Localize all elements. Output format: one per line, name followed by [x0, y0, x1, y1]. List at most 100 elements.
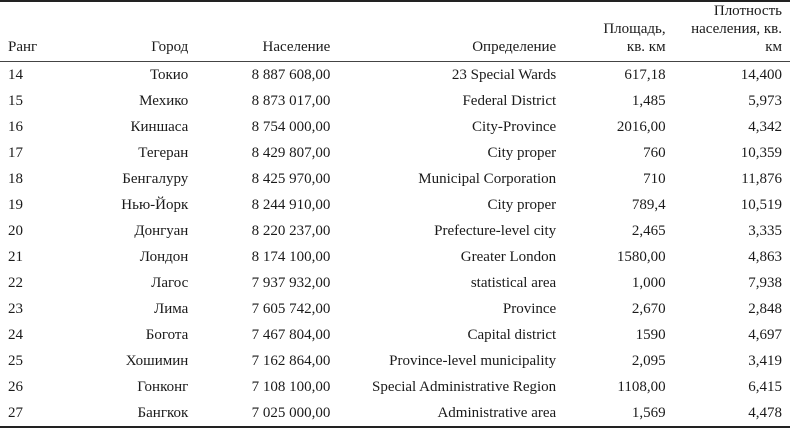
cell-density: 11,876: [741, 170, 782, 187]
header-density-line1: Плотность: [713, 3, 782, 19]
cell-rank: 14: [8, 66, 23, 83]
cell-density: 5,973: [748, 92, 782, 109]
table-row: 14 Токио 8 887 608,00 23 Special Wards 617,1…: [0, 62, 790, 89]
cell-city: Лагос: [151, 274, 189, 291]
cell-population: 8 754 000,00: [251, 118, 331, 135]
cell-definition: City proper: [487, 196, 557, 213]
cell-area: 2,095: [631, 352, 666, 369]
cell-city: Бенгалуру: [122, 170, 189, 187]
cell-population: 7 162 864,00: [251, 352, 331, 369]
table-body: 14 Токио 8 887 608,00 23 Special Wards 617,1…: [0, 62, 790, 427]
table-row: 25 Хошимин 7 162 864,00 Province-level muni…: [0, 348, 790, 374]
header-definition: Определение: [472, 39, 557, 55]
table-row: 16 Киншаса 8 754 000,00 City-Province 2016,0…: [0, 114, 790, 140]
cell-definition: City proper: [487, 144, 557, 161]
cell-rank: 27: [8, 404, 23, 421]
cell-density: 4,478: [748, 404, 782, 421]
cell-city: Тегеран: [138, 144, 189, 161]
cell-rank: 24: [8, 326, 23, 343]
cell-density: 4,342: [748, 118, 782, 135]
cell-area: 760: [643, 144, 666, 161]
cell-density: 3,335: [748, 222, 782, 239]
table-header-row: Ранг Город Население Определение Площадь…: [0, 1, 790, 62]
cell-area: 710: [643, 170, 666, 187]
header-city: Город: [151, 39, 189, 55]
table-row: 24 Богота 7 467 804,00 Capital district 1590…: [0, 322, 790, 348]
cell-city: Мехико: [139, 92, 189, 109]
cell-area: 1,000: [631, 274, 666, 291]
cell-definition: City-Province: [472, 118, 557, 135]
cell-rank: 23: [8, 300, 23, 317]
cell-population: 8 220 237,00: [251, 222, 331, 239]
cell-definition: Prefecture-level city: [434, 222, 557, 239]
cell-city: Токио: [149, 66, 189, 83]
table-row: 23 Лима 7 605 742,00 Province 2,670 2,848: [0, 296, 790, 322]
cell-area: 1590: [635, 326, 666, 343]
cell-area: 1,569: [631, 404, 666, 421]
cell-density: 14,400: [740, 66, 782, 83]
header-rank: Ранг: [8, 39, 38, 55]
cell-density: 4,863: [748, 248, 782, 265]
cell-definition: Capital district: [467, 326, 557, 343]
cell-density: 3,419: [748, 352, 782, 369]
cell-city: Бангкок: [137, 404, 189, 421]
cell-rank: 17: [8, 144, 23, 161]
cell-city: Лондон: [139, 248, 189, 265]
cell-population: 8 873 017,00: [251, 92, 331, 109]
cell-area: 789,4: [631, 196, 666, 213]
table-row: 15 Мехико 8 873 017,00 Federal District 1,48…: [0, 88, 790, 114]
cell-rank: 21: [8, 248, 23, 265]
cell-rank: 16: [8, 118, 23, 135]
cell-rank: 25: [8, 352, 23, 369]
cell-population: 8 425 970,00: [251, 170, 331, 187]
cell-population: 8 887 608,00: [251, 66, 331, 83]
cell-density: 6,415: [748, 378, 782, 395]
cell-city: Донгуан: [134, 222, 189, 239]
header-population: Население: [262, 39, 331, 55]
cell-area: 2016,00: [616, 118, 666, 135]
cell-population: 7 467 804,00: [251, 326, 331, 343]
cell-rank: 18: [8, 170, 23, 187]
cell-area: 2,670: [631, 300, 666, 317]
cell-density: 10,519: [740, 196, 782, 213]
header-density: Плотность населения, кв. км: [674, 1, 790, 62]
table-row: 18 Бенгалуру 8 425 970,00 Municipal Corpora…: [0, 166, 790, 192]
cell-definition: Province: [502, 300, 557, 317]
cell-area: 1,485: [631, 92, 666, 109]
table-row: 22 Лагос 7 937 932,00 statistical area 1,000…: [0, 270, 790, 296]
cell-population: 7 937 932,00: [251, 274, 331, 291]
cell-definition: Special Administrative Region: [372, 378, 557, 395]
header-area-line1: Площадь,: [603, 21, 666, 37]
table-row: 17 Тегеран 8 429 807,00 City proper 760 10,35…: [0, 140, 790, 166]
cell-definition: Administrative area: [437, 404, 557, 421]
cell-population: 8 174 100,00: [251, 248, 331, 265]
cell-definition: statistical area: [470, 274, 557, 291]
cell-area: 2,465: [631, 222, 666, 239]
cell-rank: 22: [8, 274, 23, 291]
table-row: 19 Нью-Йорк 8 244 910,00 City proper 789,4 10…: [0, 192, 790, 218]
cell-rank: 20: [8, 222, 23, 239]
cell-population: 7 025 000,00: [251, 404, 331, 421]
cell-definition: Federal District: [462, 92, 557, 109]
cell-city: Хошимин: [125, 352, 189, 369]
cell-city: Нью-Йорк: [121, 196, 189, 213]
header-area: Площадь, кв. км: [564, 1, 673, 62]
header-density-line2: населения, кв. км: [691, 21, 782, 55]
table-row: 20 Донгуан 8 220 237,00 Prefecture-level ci…: [0, 218, 790, 244]
cell-definition: 23 Special Wards: [451, 66, 557, 83]
cell-city: Гонконг: [137, 378, 189, 395]
cell-area: 1108,00: [617, 378, 666, 395]
cell-rank: 19: [8, 196, 23, 213]
cell-density: 2,848: [748, 300, 782, 317]
cell-area: 1580,00: [616, 248, 666, 265]
table-row: 26 Гонконг 7 108 100,00 Special Administrat…: [0, 374, 790, 400]
cell-rank: 15: [8, 92, 23, 109]
cell-definition: Province-level municipality: [389, 352, 557, 369]
cell-city: Киншаса: [130, 118, 189, 135]
cell-population: 8 244 910,00: [251, 196, 331, 213]
cell-population: 8 429 807,00: [251, 144, 331, 161]
cell-area: 617,18: [624, 66, 666, 83]
table-row: 21 Лондон 8 174 100,00 Greater London 1580,0…: [0, 244, 790, 270]
cell-city: Лима: [154, 300, 189, 317]
